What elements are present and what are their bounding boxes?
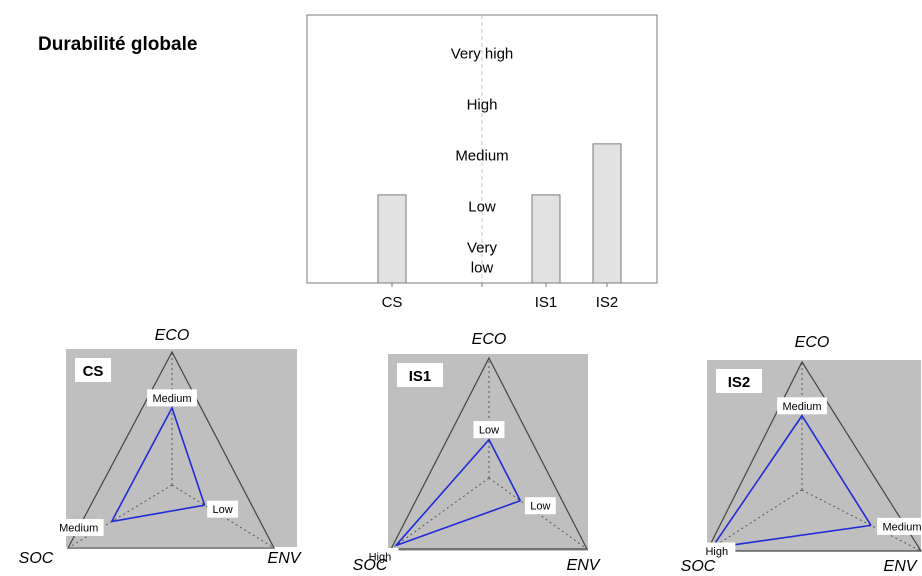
level-label-line: Very [467,239,498,256]
value-label-soc: High [369,551,392,563]
level-label-line: low [471,259,494,276]
level-label-very-high: Very high [451,45,514,62]
bar-is2 [592,143,622,284]
panel-label: CS [83,363,104,380]
value-box-soc [698,542,736,560]
axis-label-env: ENV [268,550,302,567]
value-label-eco: Medium [152,393,191,405]
value-label-soc: High [705,546,728,558]
axis-label-soc: SOC [681,558,716,575]
level-label-line: High [467,96,498,113]
radar-series-line [395,438,522,547]
value-box-soc [53,519,104,537]
value-label-soc: Medium [59,523,98,535]
panel-label-box [397,363,443,387]
x-tick-label-is2: IS2 [596,294,619,311]
value-box-env [524,497,556,515]
page-title: Durabilité globale [38,34,198,55]
axis-label-eco: ECO [472,331,507,348]
value-box-soc [361,547,399,565]
value-label-env: Medium [882,521,921,533]
x-tick-label-is1: IS1 [535,294,558,311]
radar-spoke-env [801,489,922,552]
axis-label-soc: SOC [353,557,388,574]
radar-series-line [710,414,872,549]
level-label-line: Medium [455,147,508,164]
radar-triangle [706,360,922,552]
radar-panel-is2: Medium Medium High IS2 ECO SOC ENV [681,334,922,575]
value-label-eco: Low [479,425,499,437]
value-label-env: Low [213,504,233,516]
value-label-eco: Medium [782,401,821,413]
axis-label-env: ENV [567,557,601,574]
radar-spoke-soc [67,484,173,549]
level-label-very-low: Very low [467,239,498,276]
value-box-env [877,517,922,535]
panel-label-box [716,369,762,393]
level-label-line: Low [468,198,496,215]
level-label-line: Very high [451,45,514,62]
panel-label: IS2 [728,374,751,391]
panel-label: IS1 [409,368,432,385]
panel-label-box [75,358,111,382]
axis-label-eco: ECO [795,334,830,351]
bar-is1 [531,194,561,284]
level-label-high: High [467,96,498,113]
radar-triangle [390,356,588,550]
axis-label-eco: ECO [155,327,190,344]
level-label-medium: Medium [455,147,508,164]
value-box-eco [147,389,197,407]
radar-triangle [67,350,275,549]
level-label-low: Low [468,198,496,215]
radar-panel-cs: Medium Low Medium CS ECO SOC ENV [19,327,302,567]
bar-cs [377,194,407,284]
value-box-eco [473,421,505,439]
value-label-env: Low [530,501,550,513]
axis-label-env: ENV [884,558,918,575]
value-box-eco [777,397,827,415]
radar-spoke-soc [390,477,490,550]
radar-series-line [110,405,206,523]
radar-spoke-soc [706,489,803,552]
value-box-env [207,500,239,518]
radar-panel-is1: Low Low High IS1 ECO SOC ENV [353,331,601,574]
axis-label-soc: SOC [19,550,54,567]
x-tick-label-cs: CS [382,294,403,311]
